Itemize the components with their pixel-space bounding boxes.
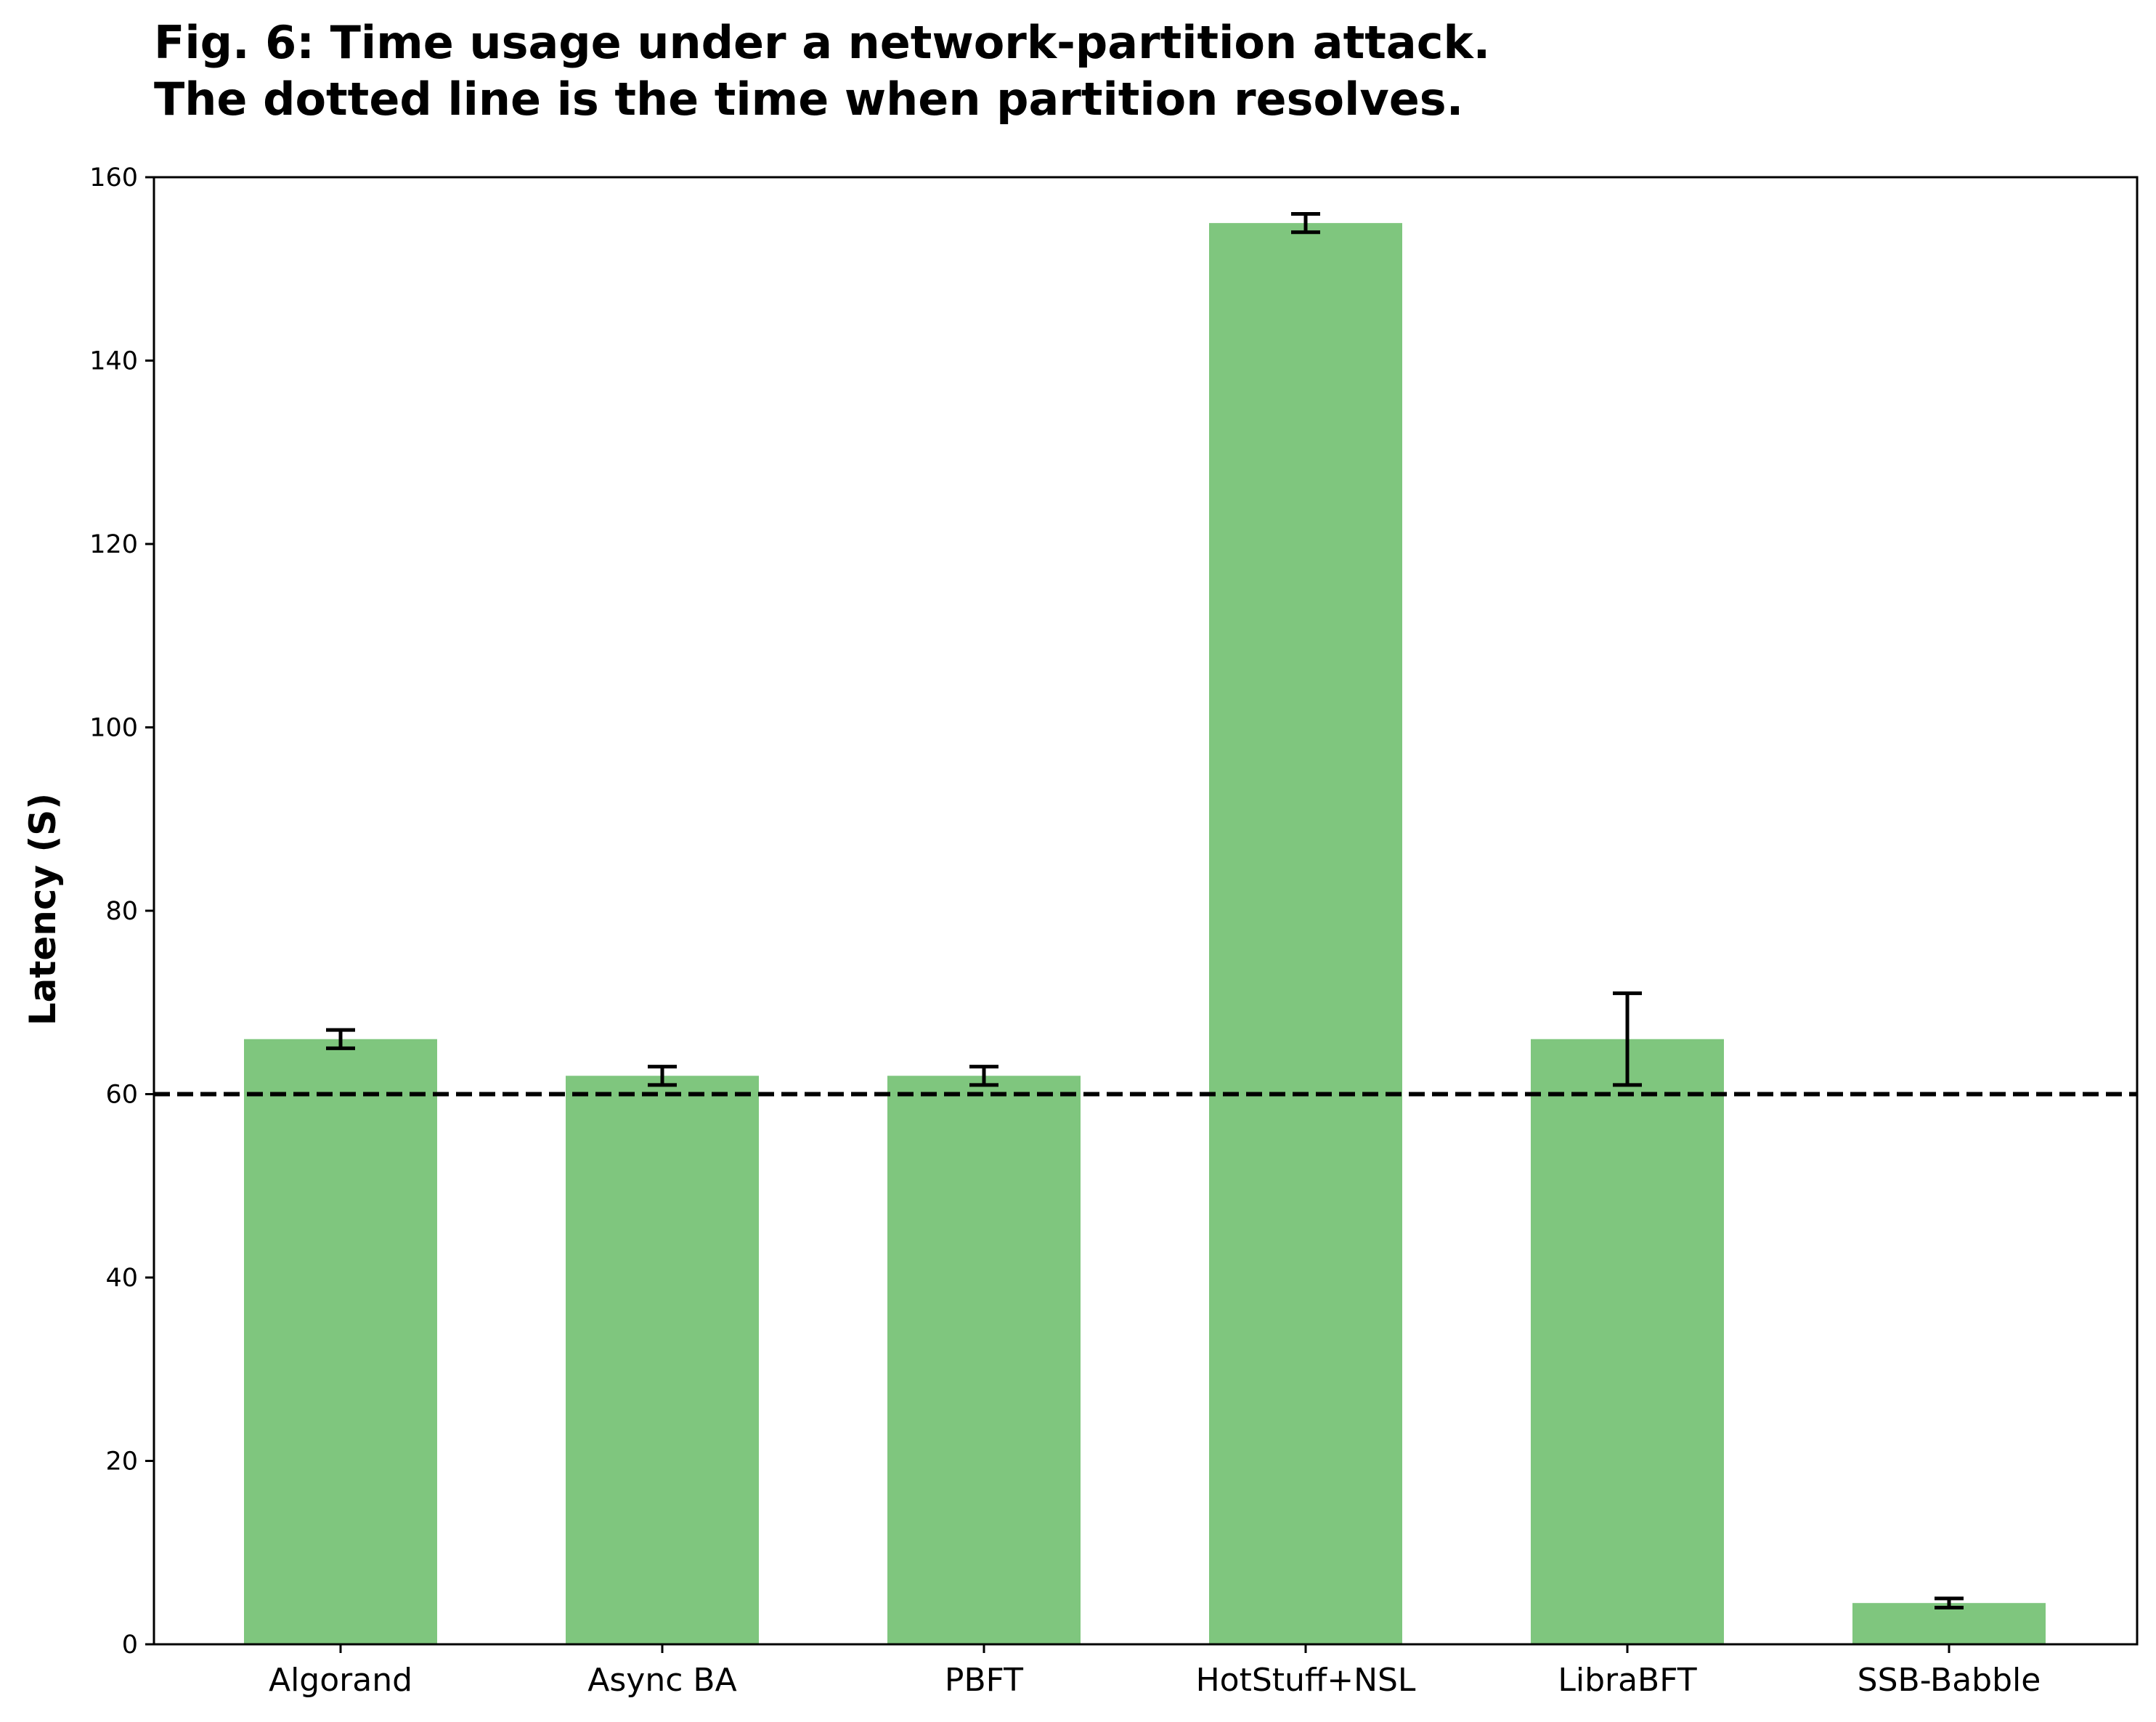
bar-1: [566, 1076, 759, 1644]
y-tick-label-2: 40: [105, 1264, 138, 1293]
error-bar-1: [648, 1065, 677, 1087]
y-tick-label-4: 80: [105, 897, 138, 926]
plot-frame: [152, 176, 2139, 1646]
bar-0: [244, 1039, 437, 1644]
bars-layer: [244, 223, 2046, 1644]
x-tick-label-2: PBFT: [945, 1662, 1023, 1699]
error-bar-4: [1613, 991, 1642, 1087]
bar-2: [887, 1076, 1081, 1644]
error-bar-2: [969, 1065, 998, 1087]
error-bar-5: [1935, 1596, 1964, 1609]
x-tick-label-5: SSB-Babble: [1858, 1662, 2041, 1699]
y-tick-label-5: 100: [89, 714, 138, 743]
y-tick-label-8: 160: [89, 163, 138, 192]
y-axis: 0 20 40 60 80 100 120 140 160: [89, 163, 154, 1660]
y-tick-label-7: 140: [89, 347, 138, 376]
error-bar-3: [1291, 212, 1320, 235]
x-axis: Algorand Async BA PBFT HotStuff+NSL LibraBFT…: [269, 1644, 2041, 1699]
bar-4: [1531, 1039, 1724, 1644]
y-tick-label-0: 0: [122, 1630, 138, 1660]
bar-3: [1209, 223, 1402, 1644]
errorbars-layer: [326, 212, 1964, 1609]
x-tick-label-1: Async BA: [587, 1662, 736, 1699]
y-tick-label-1: 20: [105, 1447, 138, 1477]
chart-title-line-1: Fig. 6: Time usage under a network-parti…: [154, 16, 1490, 69]
x-tick-label-4: LibraBFT: [1558, 1662, 1696, 1699]
y-tick-label-3: 60: [105, 1081, 138, 1110]
error-bar-0: [326, 1028, 355, 1050]
chart-title-line-2: The dotted line is the time when partiti…: [154, 73, 1463, 126]
y-axis-label: Latency (S): [22, 793, 64, 1026]
bar-5: [1852, 1603, 2046, 1644]
y-tick-label-6: 120: [89, 530, 138, 559]
x-tick-label-3: HotStuff+NSL: [1196, 1662, 1416, 1699]
x-tick-label-0: Algorand: [269, 1662, 412, 1699]
